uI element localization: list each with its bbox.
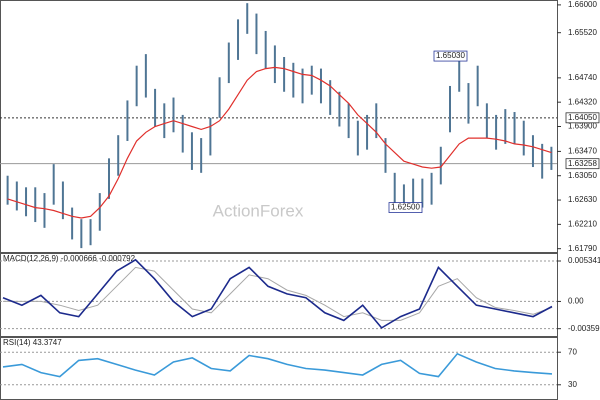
series-line [3,266,553,321]
y-tick-label: 1.63900 [568,122,597,131]
y-tick-label: 0.005341 [568,256,600,265]
level-box [565,112,600,124]
y-tick-label: 70 [568,347,577,356]
y-tick-label: 1.63050 [568,171,597,180]
y-tick-label: 1.64320 [568,97,597,106]
watermark: ActionForex [213,201,304,220]
annotation-label: 1.62500 [391,203,420,212]
y-tick-label: 1.64740 [568,73,597,82]
level-box [565,158,600,170]
annotation-label: 1.65030 [436,51,465,60]
panel-title: RSI(14) 43.3747 [3,338,62,347]
annotation-box [433,50,468,62]
y-tick-label: 30 [568,380,577,389]
y-tick-label: 0.00 [568,297,584,306]
level-label: 1.63258 [568,159,597,168]
y-tick-label: 1.63470 [568,147,597,156]
y-tick-label: 1.62210 [568,219,597,228]
series-line [2,258,553,329]
y-tick-label: 1.66000 [568,0,597,9]
level-label: 1.64050 [568,113,597,122]
y-tick-label: 1.65520 [568,28,597,37]
series-line [2,352,553,378]
panel-frame [0,337,558,400]
panel-frame [0,253,558,337]
annotation-box [388,202,423,213]
y-tick-label: 1.61790 [568,244,597,253]
panel-title: MACD(12,26,9) -0.000666 -0.000792 [3,254,136,263]
y-tick-label: -0.003596 [568,324,600,333]
moving-average [7,66,552,219]
y-tick-label: 1.62630 [568,195,597,204]
